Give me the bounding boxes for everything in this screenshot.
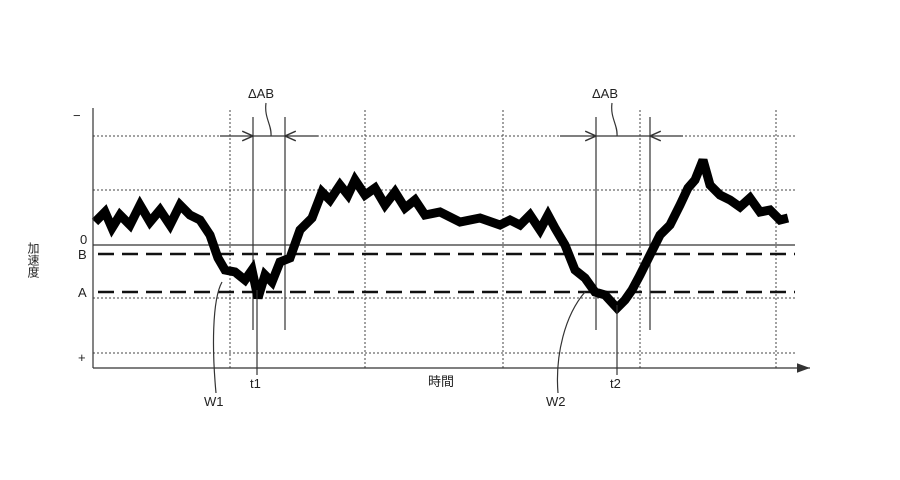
- w1-label: W1: [204, 394, 224, 409]
- y-a-label: A: [78, 285, 87, 300]
- w2-label: W2: [546, 394, 566, 409]
- acceleration-waveform: [91, 158, 790, 315]
- y-minus-label: −: [73, 108, 81, 123]
- leader-line: [611, 102, 618, 137]
- y-b-label: B: [78, 247, 87, 262]
- y-plus-label: +: [78, 350, 86, 365]
- w1-leader: [212, 281, 223, 394]
- y-zero-label: 0: [80, 232, 87, 247]
- x-axis-label: 時間: [428, 374, 454, 389]
- delta-ab-window-1: ΔAB: [220, 86, 318, 330]
- t1-label: t1: [250, 376, 261, 391]
- delta-ab-label: ΔAB: [592, 86, 618, 101]
- delta-ab-label: ΔAB: [248, 86, 274, 101]
- y-axis-label: 加速度: [26, 242, 40, 278]
- w2-leader: [556, 291, 586, 394]
- vertical-gridlines: [229, 110, 777, 368]
- delta-ab-window-2: ΔAB: [560, 86, 683, 330]
- t2-label: t2: [610, 376, 621, 391]
- leader-line: [265, 102, 272, 137]
